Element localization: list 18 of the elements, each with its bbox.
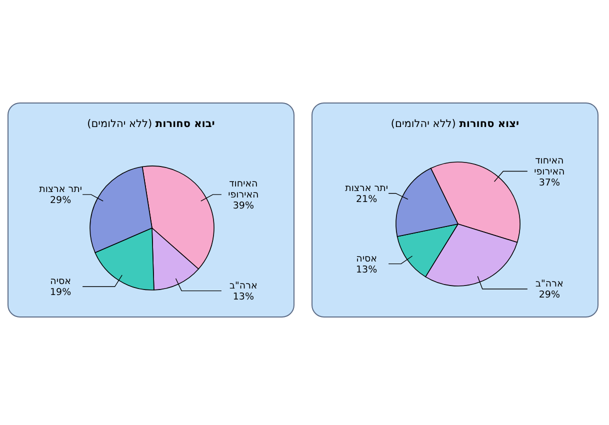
data-label: 13%: [356, 264, 378, 276]
slice-label: ארה"ב: [230, 280, 258, 292]
legend-label: אסיה: [356, 253, 377, 264]
data-label: 21%: [356, 194, 378, 205]
legend-label: אסיה: [50, 276, 71, 288]
data-label: 13%: [232, 291, 254, 302]
slice-label: האיחוד האירופי: [534, 155, 565, 178]
data-label: 29%: [538, 290, 560, 300]
data-label: 37%: [538, 177, 560, 188]
data-label: 39%: [232, 200, 254, 212]
data-label: 19%: [50, 287, 72, 298]
data-label: 29%: [50, 195, 72, 206]
chart-title: יצוא סחורות (ללא יהלומים): [390, 118, 520, 130]
slice-label: יתר ארצות: [39, 184, 82, 196]
chart-title: יבוא סחורות (ללא יהלומים): [87, 118, 215, 130]
slice-label: ארה"ב: [536, 278, 564, 290]
slice-label: יתר ארצות: [345, 182, 388, 194]
slice-label: האיחוד האירופי: [228, 178, 259, 201]
